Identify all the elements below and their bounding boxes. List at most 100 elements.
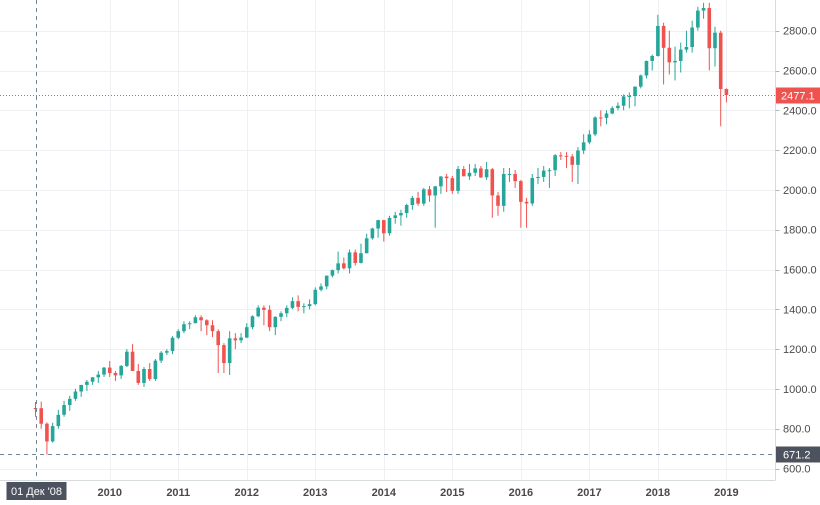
candle[interactable] bbox=[187, 321, 192, 330]
candle[interactable] bbox=[690, 20, 694, 53]
candle[interactable] bbox=[239, 333, 243, 344]
candle[interactable] bbox=[182, 321, 186, 334]
candle[interactable] bbox=[410, 195, 415, 210]
candle[interactable] bbox=[273, 316, 278, 336]
candle[interactable] bbox=[684, 30, 689, 53]
candle[interactable] bbox=[342, 257, 346, 270]
candle[interactable] bbox=[524, 197, 529, 228]
candle[interactable] bbox=[79, 384, 83, 397]
candle[interactable] bbox=[598, 110, 603, 127]
candle[interactable] bbox=[376, 219, 380, 238]
candle[interactable] bbox=[638, 74, 643, 89]
candle[interactable] bbox=[541, 166, 546, 182]
candle[interactable] bbox=[73, 388, 78, 401]
candle[interactable] bbox=[250, 315, 255, 330]
candle[interactable] bbox=[193, 315, 198, 324]
candle[interactable] bbox=[364, 233, 369, 254]
candle[interactable] bbox=[421, 187, 426, 206]
candle[interactable] bbox=[302, 303, 306, 314]
candle[interactable] bbox=[233, 333, 238, 350]
candle[interactable] bbox=[661, 22, 666, 85]
candle[interactable] bbox=[496, 191, 500, 216]
candle[interactable] bbox=[519, 179, 523, 228]
candle[interactable] bbox=[296, 295, 300, 312]
candle[interactable] bbox=[267, 305, 272, 332]
candle[interactable] bbox=[284, 305, 289, 318]
candle[interactable] bbox=[439, 175, 443, 194]
candle[interactable] bbox=[159, 351, 163, 364]
candle[interactable] bbox=[102, 367, 106, 377]
candle-layer[interactable] bbox=[33, 2, 729, 455]
candle[interactable] bbox=[256, 305, 260, 318]
candle[interactable] bbox=[330, 269, 335, 278]
candle[interactable] bbox=[279, 311, 283, 322]
candle[interactable] bbox=[222, 343, 226, 373]
candle[interactable] bbox=[404, 203, 409, 218]
candle[interactable] bbox=[718, 30, 723, 127]
candle[interactable] bbox=[673, 46, 677, 81]
candle[interactable] bbox=[96, 370, 101, 383]
candle[interactable] bbox=[119, 365, 123, 379]
candle[interactable] bbox=[530, 173, 535, 206]
candle[interactable] bbox=[559, 152, 563, 161]
candle[interactable] bbox=[587, 130, 592, 145]
candle[interactable] bbox=[45, 422, 49, 455]
candle[interactable] bbox=[456, 166, 460, 194]
candle[interactable] bbox=[336, 251, 340, 274]
candle[interactable] bbox=[142, 367, 146, 387]
candle[interactable] bbox=[667, 30, 672, 75]
candle[interactable] bbox=[210, 320, 215, 338]
candle[interactable] bbox=[353, 249, 358, 266]
candle[interactable] bbox=[593, 116, 597, 137]
candle[interactable] bbox=[604, 110, 609, 125]
candle[interactable] bbox=[513, 170, 517, 188]
candle[interactable] bbox=[199, 315, 203, 332]
candle[interactable] bbox=[576, 147, 580, 184]
candle[interactable] bbox=[490, 168, 495, 218]
candle[interactable] bbox=[370, 227, 375, 240]
candle[interactable] bbox=[553, 154, 557, 176]
candle[interactable] bbox=[616, 102, 620, 111]
candle[interactable] bbox=[450, 175, 455, 194]
candle[interactable] bbox=[107, 361, 112, 377]
candle[interactable] bbox=[307, 299, 312, 310]
candle[interactable] bbox=[50, 422, 55, 443]
candle[interactable] bbox=[347, 249, 352, 274]
candle[interactable] bbox=[473, 164, 477, 176]
candle[interactable] bbox=[244, 323, 249, 339]
candle[interactable] bbox=[359, 243, 363, 264]
candle[interactable] bbox=[696, 6, 700, 31]
candle[interactable] bbox=[444, 173, 449, 192]
candle[interactable] bbox=[581, 134, 586, 155]
candle[interactable] bbox=[427, 185, 432, 202]
candle[interactable] bbox=[644, 60, 649, 79]
candle[interactable] bbox=[153, 359, 158, 381]
candle[interactable] bbox=[461, 166, 466, 177]
candle[interactable] bbox=[33, 402, 38, 417]
candle[interactable] bbox=[707, 2, 712, 71]
candle[interactable] bbox=[382, 219, 386, 242]
candle[interactable] bbox=[416, 191, 420, 206]
candle[interactable] bbox=[564, 152, 569, 169]
candle[interactable] bbox=[387, 215, 392, 236]
candle[interactable] bbox=[176, 329, 181, 340]
candle[interactable] bbox=[467, 164, 472, 180]
candle[interactable] bbox=[433, 185, 437, 228]
candle[interactable] bbox=[165, 349, 169, 356]
candle[interactable] bbox=[484, 162, 489, 180]
candle[interactable] bbox=[627, 92, 632, 109]
candle[interactable] bbox=[130, 344, 135, 371]
candle[interactable] bbox=[90, 376, 95, 385]
candle[interactable] bbox=[313, 287, 318, 306]
candle[interactable] bbox=[536, 168, 540, 184]
candle[interactable] bbox=[170, 336, 175, 355]
candle[interactable] bbox=[227, 331, 232, 375]
candle[interactable] bbox=[713, 26, 717, 67]
candle[interactable] bbox=[547, 168, 552, 188]
candle[interactable] bbox=[656, 14, 660, 57]
candle[interactable] bbox=[479, 166, 483, 178]
candle[interactable] bbox=[85, 379, 89, 391]
candle[interactable] bbox=[67, 395, 72, 411]
candle[interactable] bbox=[501, 168, 506, 212]
